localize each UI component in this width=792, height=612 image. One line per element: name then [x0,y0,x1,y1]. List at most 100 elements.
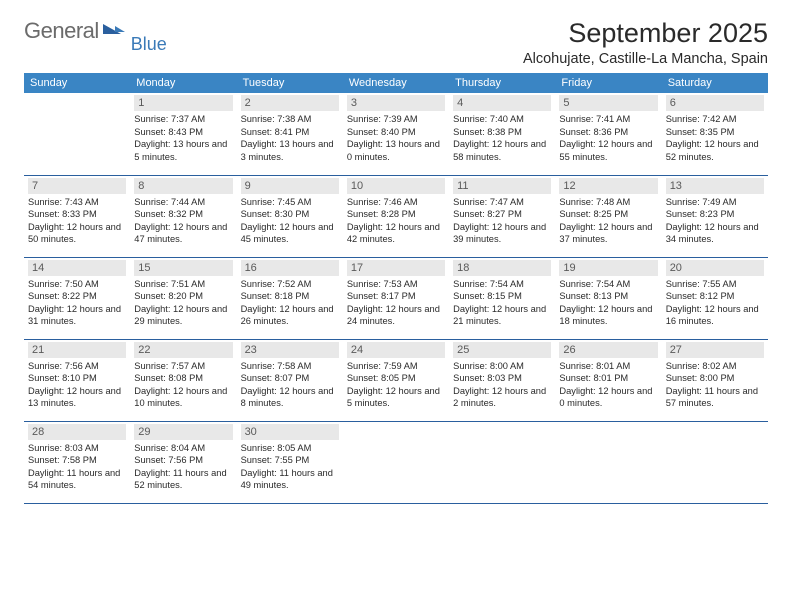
day-cell [555,421,661,503]
logo-text-sub: Blue [131,34,167,55]
day-cell [343,421,449,503]
day-header: Sunday [24,73,130,93]
day-number: 16 [241,260,339,276]
day-cell: 24Sunrise: 7:59 AMSunset: 8:05 PMDayligh… [343,339,449,421]
day-number: 27 [666,342,764,358]
day-cell: 25 Sunrise: 8:00 AMSunset: 8:03 PMDayligh… [449,339,555,421]
day-info: Sunrise: 8:02 AMSunset: 8:00 PMDaylight:… [666,360,764,410]
day-header: Saturday [662,73,768,93]
day-info: Sunrise: 8:01 AMSunset: 8:01 PMDaylight:… [559,360,657,410]
day-number: 14 [28,260,126,276]
day-cell: 18 Sunrise: 7:54 AMSunset: 8:15 PMDayligh… [449,257,555,339]
day-cell: 30 Sunrise: 8:05 AMSunset: 7:55 PMDayligh… [237,421,343,503]
day-number: 18 [453,260,551,276]
day-info: Sunrise: 8:05 AMSunset: 7:55 PMDaylight:… [241,442,339,492]
day-number: 6 [666,95,764,111]
week-row: 1Sunrise: 7:37 AMSunset: 8:43 PMDaylight… [24,93,768,175]
day-number: 22 [134,342,232,358]
day-number: 8 [134,178,232,194]
day-header-row: SundayMondayTuesdayWednesdayThursdayFrid… [24,73,768,93]
day-cell: 15Sunrise: 7:51 AMSunset: 8:20 PMDayligh… [130,257,236,339]
day-cell [662,421,768,503]
day-number: 10 [347,178,445,194]
day-info: Sunrise: 7:58 AMSunset: 8:07 PMDaylight:… [241,360,339,410]
location: Alcohujate, Castille-La Mancha, Spain [523,51,768,67]
day-cell [449,421,555,503]
day-number: 17 [347,260,445,276]
day-cell: 4Sunrise: 7:40 AMSunset: 8:38 PMDaylight… [449,93,555,175]
day-cell: 22Sunrise: 7:57 AMSunset: 8:08 PMDayligh… [130,339,236,421]
day-number: 1 [134,95,232,111]
week-row: 14 Sunrise: 7:50 AMSunset: 8:22 PMDayligh… [24,257,768,339]
day-info: Sunrise: 8:03 AMSunset: 7:58 PMDaylight:… [28,442,126,492]
day-info: Sunrise: 7:41 AMSunset: 8:36 PMDaylight:… [559,113,657,163]
header: General Blue September 2025 Alcohujate, … [24,18,768,67]
day-info: Sunrise: 8:04 AMSunset: 7:56 PMDaylight:… [134,442,232,492]
day-number: 28 [28,424,126,440]
day-number: 26 [559,342,657,358]
day-info: Sunrise: 7:42 AMSunset: 8:35 PMDaylight:… [666,113,764,163]
day-info: Sunrise: 7:48 AMSunset: 8:25 PMDaylight:… [559,196,657,246]
logo-text-main: General [24,18,99,44]
day-cell: 14 Sunrise: 7:50 AMSunset: 8:22 PMDayligh… [24,257,130,339]
week-row: 28 Sunrise: 8:03 AMSunset: 7:58 PMDayligh… [24,421,768,503]
day-cell: 2 Sunrise: 7:38 AMSunset: 8:41 PMDaylight… [237,93,343,175]
day-cell: 23 Sunrise: 7:58 AMSunset: 8:07 PMDayligh… [237,339,343,421]
day-cell: 12Sunrise: 7:48 AMSunset: 8:25 PMDayligh… [555,175,661,257]
logo-triangle2-icon [115,26,125,32]
day-number: 11 [453,178,551,194]
day-info: Sunrise: 7:39 AMSunset: 8:40 PMDaylight:… [347,113,445,163]
day-cell: 16 Sunrise: 7:52 AMSunset: 8:18 PMDayligh… [237,257,343,339]
day-number: 20 [666,260,764,276]
day-info: Sunrise: 7:54 AMSunset: 8:13 PMDaylight:… [559,278,657,328]
day-number: 7 [28,178,126,194]
day-info: Sunrise: 7:54 AMSunset: 8:15 PMDaylight:… [453,278,551,328]
day-info: Sunrise: 7:47 AMSunset: 8:27 PMDaylight:… [453,196,551,246]
day-info: Sunrise: 7:38 AMSunset: 8:41 PMDaylight:… [241,113,339,163]
day-number: 25 [453,342,551,358]
day-number: 23 [241,342,339,358]
day-number: 21 [28,342,126,358]
day-cell: 11 Sunrise: 7:47 AMSunset: 8:27 PMDayligh… [449,175,555,257]
day-cell: 27 Sunrise: 8:02 AMSunset: 8:00 PMDayligh… [662,339,768,421]
calendar-table: SundayMondayTuesdayWednesdayThursdayFrid… [24,73,768,504]
day-number: 2 [241,95,339,111]
day-cell: 21 Sunrise: 7:56 AMSunset: 8:10 PMDayligh… [24,339,130,421]
day-number: 5 [559,95,657,111]
week-row: 7Sunrise: 7:43 AMSunset: 8:33 PMDaylight… [24,175,768,257]
day-number: 30 [241,424,339,440]
day-info: Sunrise: 7:50 AMSunset: 8:22 PMDaylight:… [28,278,126,328]
day-cell: 7Sunrise: 7:43 AMSunset: 8:33 PMDaylight… [24,175,130,257]
day-header: Wednesday [343,73,449,93]
day-cell: 13Sunrise: 7:49 AMSunset: 8:23 PMDayligh… [662,175,768,257]
day-info: Sunrise: 7:44 AMSunset: 8:32 PMDaylight:… [134,196,232,246]
day-info: Sunrise: 7:52 AMSunset: 8:18 PMDaylight:… [241,278,339,328]
day-info: Sunrise: 7:45 AMSunset: 8:30 PMDaylight:… [241,196,339,246]
day-cell: 28 Sunrise: 8:03 AMSunset: 7:58 PMDayligh… [24,421,130,503]
day-header: Friday [555,73,661,93]
day-cell: 10Sunrise: 7:46 AMSunset: 8:28 PMDayligh… [343,175,449,257]
day-number: 3 [347,95,445,111]
day-number: 15 [134,260,232,276]
day-cell: 1Sunrise: 7:37 AMSunset: 8:43 PMDaylight… [130,93,236,175]
day-number: 4 [453,95,551,111]
day-info: Sunrise: 7:49 AMSunset: 8:23 PMDaylight:… [666,196,764,246]
day-info: Sunrise: 7:55 AMSunset: 8:12 PMDaylight:… [666,278,764,328]
day-cell: 3 Sunrise: 7:39 AMSunset: 8:40 PMDaylight… [343,93,449,175]
day-cell: 5 Sunrise: 7:41 AMSunset: 8:36 PMDaylight… [555,93,661,175]
title-block: September 2025 Alcohujate, Castille-La M… [523,18,768,67]
day-cell: 26 Sunrise: 8:01 AMSunset: 8:01 PMDayligh… [555,339,661,421]
day-cell: 20 Sunrise: 7:55 AMSunset: 8:12 PMDayligh… [662,257,768,339]
day-info: Sunrise: 8:00 AMSunset: 8:03 PMDaylight:… [453,360,551,410]
day-cell: 29Sunrise: 8:04 AMSunset: 7:56 PMDayligh… [130,421,236,503]
day-cell [24,93,130,175]
day-cell: 8 Sunrise: 7:44 AMSunset: 8:32 PMDaylight… [130,175,236,257]
day-header: Monday [130,73,236,93]
day-info: Sunrise: 7:56 AMSunset: 8:10 PMDaylight:… [28,360,126,410]
month-title: September 2025 [523,18,768,49]
day-cell: 19 Sunrise: 7:54 AMSunset: 8:13 PMDayligh… [555,257,661,339]
logo: General Blue [24,18,169,44]
day-number: 24 [347,342,445,358]
day-number: 9 [241,178,339,194]
day-number: 19 [559,260,657,276]
